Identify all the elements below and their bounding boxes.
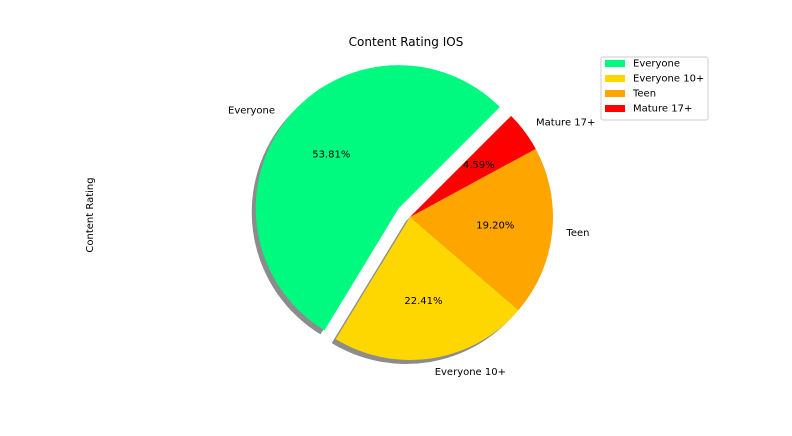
pie-category-label-everyone: Everyone <box>228 105 275 116</box>
legend-label-teen: Teen <box>632 89 656 100</box>
pie-category-label-teen: Teen <box>565 228 589 239</box>
legend-label-everyone: Everyone <box>633 59 680 70</box>
pie-label-layer: 53.81% Everyone 22.41% Everyone 10+ 19.20% Te… <box>228 105 595 377</box>
pie-slice-teen <box>410 148 553 311</box>
legend-swatch-everyone-10 <box>605 75 625 82</box>
pie-slice-everyone <box>255 65 500 331</box>
legend: Everyone Everyone 10+ Teen Mature 17+ <box>600 56 709 121</box>
pie-category-label-mature-17: Mature 17+ <box>536 117 595 128</box>
pie-slice-layer <box>255 65 553 360</box>
pie-pct-label-everyone-10: 22.41% <box>404 296 442 307</box>
legend-swatch-teen <box>605 90 625 97</box>
legend-swatch-everyone <box>605 60 625 67</box>
pie-category-label-everyone-10: Everyone 10+ <box>435 367 506 378</box>
legend-label-mature-17: Mature 17+ <box>633 104 692 115</box>
pie-slice-everyone-10 <box>335 217 519 360</box>
legend-swatch-mature-17 <box>605 105 625 112</box>
pie-pct-label-everyone: 53.81% <box>312 150 350 161</box>
pie-pct-label-mature-17: 4.59% <box>463 160 495 171</box>
legend-entries: Everyone Everyone 10+ Teen Mature 17+ <box>605 59 704 115</box>
pie-pct-label-teen: 19.20% <box>476 221 514 232</box>
legend-frame <box>600 56 709 121</box>
legend-label-everyone-10: Everyone 10+ <box>633 74 704 85</box>
y-axis-label: Content Rating <box>85 177 96 252</box>
chart-title: Content Rating IOS <box>349 35 464 49</box>
pie-slice-mature-17 <box>410 115 536 217</box>
